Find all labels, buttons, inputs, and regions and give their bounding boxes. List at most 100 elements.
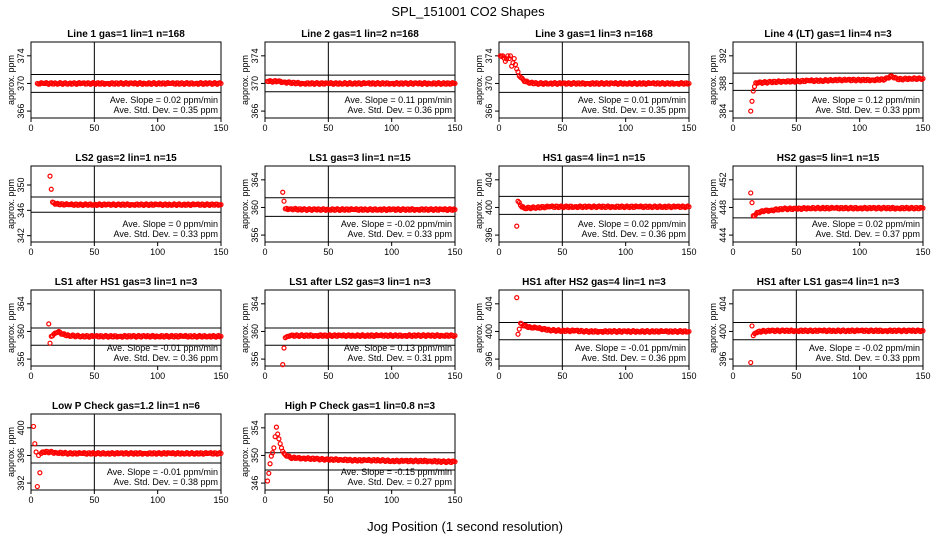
stats-annotation: Ave. Slope = 0.02 ppm/min	[812, 219, 920, 229]
data-point	[218, 333, 224, 339]
data-series	[47, 173, 224, 208]
x-tick-label: 150	[447, 371, 462, 381]
y-tick-label: 396	[484, 352, 494, 367]
x-tick-label: 150	[447, 123, 462, 133]
x-tick-label: 100	[852, 247, 867, 257]
stats-annotation: Ave. Std. Dev. = 0.35 ppm	[582, 105, 686, 115]
x-tick-label: 0	[730, 371, 735, 381]
stats-annotation: Ave. Slope = -0.01 ppm/min	[575, 343, 686, 353]
y-tick-label: 346	[16, 203, 26, 218]
plot-frame	[264, 165, 456, 243]
panel-title: Line 4 (LT) gas=1 lin=4 n=3	[764, 29, 892, 40]
data-point	[37, 470, 43, 476]
y-axis-label: approx. ppm	[474, 179, 484, 229]
x-tick-label: 50	[791, 371, 801, 381]
x-tick-label: 0	[730, 247, 735, 257]
panel-1: Line 1 gas=1 lin=1 n=168 366 370 374approx.…	[6, 29, 229, 133]
data-point	[452, 206, 458, 213]
data-series	[514, 295, 692, 337]
data-series	[280, 189, 458, 213]
panel-title: HS1 after LS1 gas=4 lin=1 n=3	[757, 277, 900, 288]
y-axis-label: approx. ppm	[240, 303, 250, 353]
x-tick-label: 0	[496, 371, 501, 381]
panel-title: LS2 gas=2 lin=1 n=15	[75, 153, 177, 164]
data-point	[280, 189, 286, 195]
y-tick-label: 364	[16, 296, 26, 311]
data-series	[748, 323, 926, 366]
data-point	[749, 200, 755, 206]
panels: Line 1 gas=1 lin=1 n=168366370374approx.…	[6, 29, 931, 505]
data-point	[276, 436, 282, 442]
panel-3: Line 3 gas=1 lin=3 n=168 366 370 374approx.…	[474, 29, 697, 133]
data-point	[515, 331, 521, 337]
data-point	[749, 323, 755, 329]
x-tick-label: 100	[150, 123, 165, 133]
y-tick-label: 384	[718, 104, 728, 119]
y-tick-label: 374	[250, 48, 260, 63]
stats-annotation: Ave. Slope = -0.02 ppm/min	[809, 343, 920, 353]
x-tick-label: 50	[557, 247, 567, 257]
y-tick-label: 448	[718, 200, 728, 215]
y-tick-label: 396	[16, 448, 26, 463]
data-series	[514, 198, 692, 229]
x-tick-label: 50	[557, 371, 567, 381]
y-tick-label: 366	[484, 104, 494, 119]
y-tick-label: 400	[484, 324, 494, 339]
data-point	[514, 295, 520, 301]
x-tick-label: 0	[262, 247, 267, 257]
y-tick-label: 360	[16, 324, 26, 339]
y-tick-label: 364	[250, 296, 260, 311]
y-axis-label: approx. ppm	[240, 427, 250, 477]
panel-4: Line 4 (LT) gas=1 lin=4 n=3 384 388 392appr…	[708, 29, 931, 133]
data-point	[507, 53, 513, 59]
stats-annotation: Ave. Std. Dev. = 0.37 ppm	[816, 229, 920, 239]
data-point	[30, 423, 37, 430]
y-axis-label: approx. ppm	[708, 179, 718, 229]
stats-annotation: Ave. Slope = 0.01 ppm/min	[578, 95, 686, 105]
plot-frame	[264, 41, 456, 119]
panel-title: HS1 gas=4 lin=1 n=15	[543, 153, 646, 164]
data-point	[264, 478, 271, 484]
data-series	[264, 77, 458, 87]
y-axis-label: approx. ppm	[6, 55, 16, 105]
y-tick-label: 404	[484, 172, 494, 187]
data-point	[749, 98, 755, 104]
data-point	[452, 333, 458, 339]
data-point	[218, 80, 224, 87]
data-point	[273, 424, 279, 430]
plot-frame	[498, 289, 690, 367]
data-point	[748, 359, 754, 366]
y-tick-label: 354	[250, 420, 260, 435]
y-axis-label: approx. ppm	[474, 303, 484, 353]
stats-annotation: Ave. Slope = 0.02 ppm/min	[110, 95, 218, 105]
x-tick-label: 100	[384, 371, 399, 381]
stats-annotation: Ave. Std. Dev. = 0.36 ppm	[114, 353, 218, 363]
x-tick-label: 50	[89, 495, 99, 505]
panel-title: LS1 after HS1 gas=3 lin=1 n=3	[55, 277, 198, 288]
stats-annotation: Ave. Std. Dev. = 0.27 ppm	[348, 477, 452, 487]
data-point	[218, 202, 224, 208]
panel-9: LS1 after HS1 gas=3 lin=1 n=3 356 360 364ap…	[6, 277, 229, 381]
x-tick-label: 50	[557, 123, 567, 133]
y-tick-label: 388	[718, 76, 728, 91]
x-tick-label: 150	[915, 123, 930, 133]
y-tick-label: 444	[718, 228, 728, 243]
y-axis-label: approx. ppm	[474, 55, 484, 105]
x-tick-label: 150	[681, 247, 696, 257]
data-point	[750, 88, 756, 94]
x-tick-label: 150	[915, 247, 930, 257]
panel-10: LS1 after LS2 gas=3 lin=1 n=3 356 360 364ap…	[240, 277, 463, 381]
figure-title: SPL_151001 CO2 Shapes	[391, 4, 545, 19]
y-tick-label: 356	[16, 352, 26, 367]
y-tick-label: 374	[16, 48, 26, 63]
x-tick-label: 150	[447, 247, 462, 257]
x-tick-label: 0	[730, 123, 735, 133]
stats-annotation: Ave. Std. Dev. = 0.31 ppm	[348, 353, 452, 363]
stats-annotation: Ave. Slope = 0.11 ppm/min	[345, 95, 452, 105]
data-series	[497, 53, 692, 87]
stats-annotation: Ave. Slope = -0.02 ppm/min	[341, 219, 452, 229]
x-tick-label: 100	[150, 495, 165, 505]
